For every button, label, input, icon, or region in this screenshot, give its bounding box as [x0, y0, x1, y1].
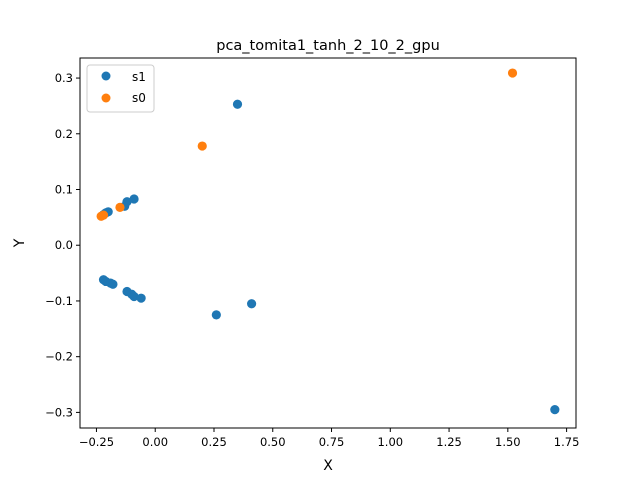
y-tick-label: 0.0	[55, 238, 73, 252]
y-tick-label: 0.1	[55, 183, 73, 197]
legend-label-s1: s1	[132, 70, 146, 84]
data-point-s1	[550, 405, 560, 415]
x-tick-label: −0.25	[79, 435, 114, 449]
y-tick-label: 0.2	[55, 127, 73, 141]
y-tick-label: −0.2	[45, 350, 73, 364]
legend-marker-s1	[101, 71, 111, 81]
x-tick-label: 1.50	[495, 435, 521, 449]
x-tick-label: 1.75	[554, 435, 580, 449]
data-point-s1	[108, 279, 118, 289]
legend-marker-s0	[101, 93, 111, 103]
data-point-s1	[136, 293, 146, 303]
x-axis-label: X	[323, 458, 333, 474]
data-points	[96, 68, 560, 415]
data-point-s1	[129, 194, 139, 204]
data-point-s1	[232, 99, 243, 109]
x-tick-label: 0.25	[201, 435, 227, 449]
data-point-s1	[122, 197, 132, 207]
x-tick-label: 1.25	[436, 435, 462, 449]
x-tick-label: 0.75	[319, 435, 345, 449]
x-tick-label: 1.00	[377, 435, 403, 449]
data-point-s1	[129, 291, 139, 302]
data-point-s1	[247, 299, 257, 309]
data-point-s1	[211, 310, 221, 320]
data-point-s0	[197, 141, 207, 151]
plot-frame	[79, 57, 577, 429]
legend: s1 s0	[86, 64, 155, 113]
y-tick-label: −0.3	[45, 405, 73, 419]
x-tick-label: 0.50	[260, 435, 286, 449]
y-axis-label: Y	[12, 238, 28, 248]
x-tick-label: 0.00	[142, 435, 168, 449]
chart-title: pca_tomita1_tanh_2_10_2_gpu	[216, 38, 440, 54]
data-point-s0	[98, 210, 109, 220]
data-point-s0	[507, 68, 518, 78]
x-axis-ticks: −0.25 0.00 0.25 0.50 0.75 1.00 1.25 1.50 1.75	[79, 428, 580, 449]
y-tick-label: 0.3	[55, 71, 73, 85]
data-point-s0	[115, 202, 125, 212]
y-axis-ticks: −0.3 −0.2 −0.1 0.0 0.1 0.2 0.3	[45, 71, 80, 419]
legend-label-s0: s0	[132, 91, 146, 105]
y-tick-label: −0.1	[45, 294, 73, 308]
